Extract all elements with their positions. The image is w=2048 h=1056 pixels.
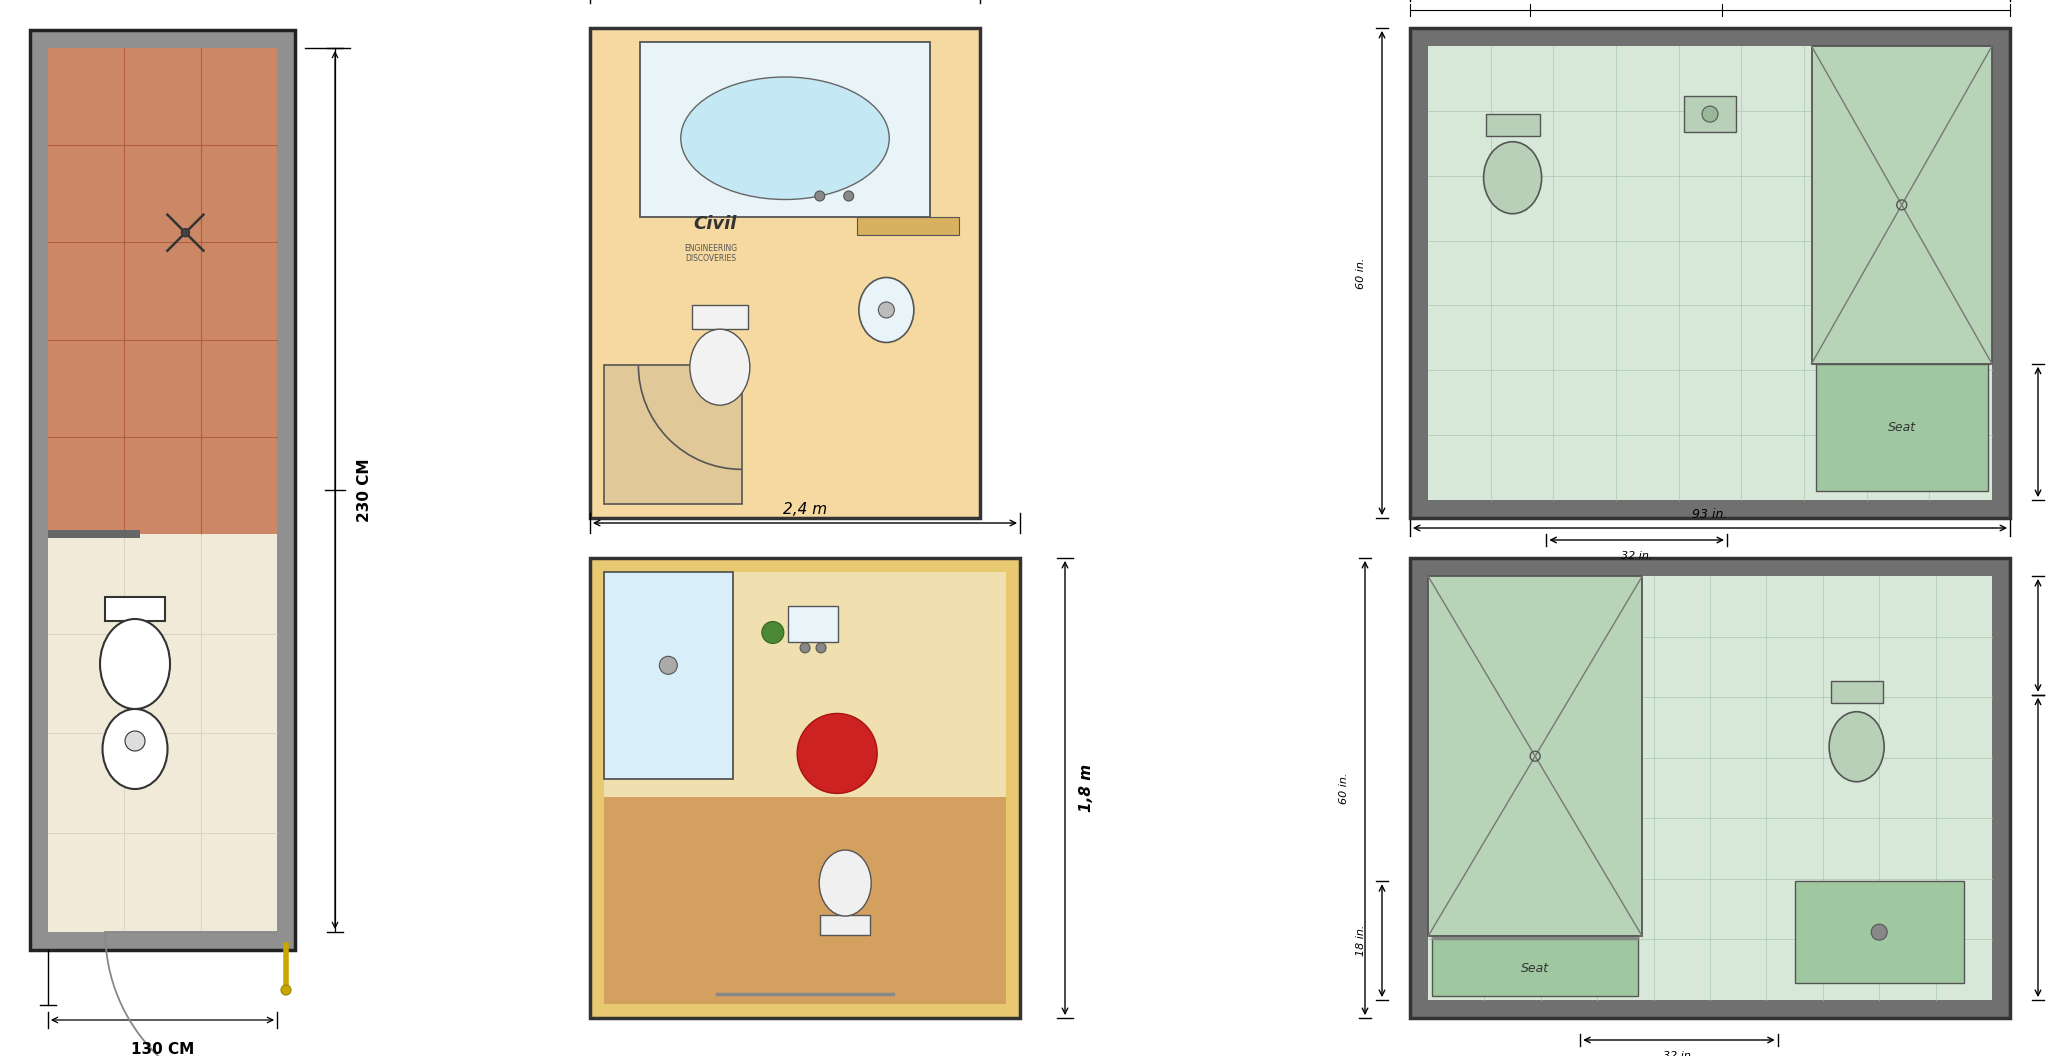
- Bar: [692, 305, 748, 329]
- Bar: [47, 530, 139, 538]
- Ellipse shape: [819, 850, 870, 916]
- Text: 60 in.: 60 in.: [1356, 258, 1366, 288]
- Text: 60 in.: 60 in.: [1339, 772, 1350, 804]
- Ellipse shape: [1829, 712, 1884, 781]
- Text: 32 in.: 32 in.: [1622, 551, 1653, 561]
- Text: 130 CM: 130 CM: [131, 1042, 195, 1056]
- Circle shape: [801, 643, 811, 653]
- Ellipse shape: [680, 77, 889, 200]
- Circle shape: [797, 714, 877, 793]
- Bar: [858, 216, 958, 235]
- Bar: [604, 796, 1006, 1004]
- Circle shape: [281, 985, 291, 995]
- Text: Seat: Seat: [1522, 962, 1548, 975]
- Ellipse shape: [100, 619, 170, 709]
- Text: Seat: Seat: [1888, 421, 1915, 434]
- Bar: [1812, 46, 1993, 364]
- Bar: [604, 572, 1006, 796]
- Bar: [819, 916, 870, 935]
- Bar: [604, 365, 741, 504]
- Bar: [1409, 29, 2009, 518]
- Bar: [604, 572, 733, 779]
- Bar: [1427, 46, 1993, 499]
- Bar: [1683, 96, 1737, 132]
- Text: 1,8 m: 1,8 m: [1079, 763, 1094, 812]
- Bar: [1432, 937, 1638, 996]
- Bar: [104, 597, 166, 621]
- Bar: [590, 29, 981, 518]
- Circle shape: [815, 643, 825, 653]
- Text: 2,4 m: 2,4 m: [782, 502, 827, 516]
- Bar: [1409, 558, 2009, 1018]
- Bar: [1485, 114, 1540, 136]
- Text: 18 in.: 18 in.: [1356, 925, 1366, 957]
- Circle shape: [762, 622, 784, 643]
- Bar: [1815, 364, 1989, 491]
- Ellipse shape: [102, 709, 168, 789]
- Circle shape: [879, 302, 895, 318]
- Text: Civil: Civil: [692, 215, 737, 233]
- Text: 32 in.: 32 in.: [1663, 1051, 1694, 1056]
- Circle shape: [815, 191, 825, 201]
- Text: ENGINEERING
DISCOVERIES: ENGINEERING DISCOVERIES: [684, 244, 737, 263]
- Circle shape: [659, 657, 678, 675]
- Bar: [47, 48, 276, 534]
- Text: 230 CM: 230 CM: [356, 458, 373, 522]
- Circle shape: [1872, 924, 1886, 940]
- Bar: [641, 42, 930, 216]
- Ellipse shape: [1483, 142, 1542, 213]
- Bar: [788, 606, 838, 642]
- Bar: [1794, 882, 1964, 983]
- Circle shape: [125, 731, 145, 751]
- Circle shape: [1702, 106, 1718, 122]
- Circle shape: [182, 229, 188, 237]
- Text: 93 in.: 93 in.: [1692, 508, 1729, 521]
- Bar: [1427, 576, 1993, 1000]
- Bar: [31, 30, 295, 950]
- Circle shape: [844, 191, 854, 201]
- Bar: [1427, 576, 1642, 937]
- Bar: [590, 558, 1020, 1018]
- Ellipse shape: [690, 329, 750, 406]
- Ellipse shape: [858, 278, 913, 342]
- Bar: [1831, 681, 1882, 702]
- Bar: [47, 534, 276, 932]
